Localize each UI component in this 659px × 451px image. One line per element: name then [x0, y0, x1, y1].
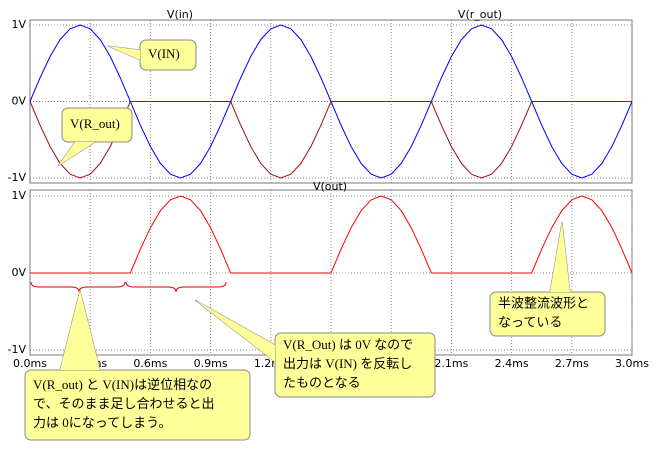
y-tick-label: -1V: [8, 171, 27, 184]
callout-box: [24, 369, 251, 441]
series-title: V(in): [167, 8, 193, 21]
x-tick-label: 0.0ms: [13, 357, 47, 370]
y-tick-label: 1V: [11, 18, 26, 31]
callout-text: 半波整流波形と: [498, 295, 589, 310]
callout-text: で、そのまま足し合わせると出: [33, 396, 214, 411]
callout-text: 力は 0になってしまう。: [33, 415, 171, 430]
callout: V(IN): [107, 39, 197, 71]
x-tick-label: 0.9ms: [194, 357, 228, 370]
braces: [30, 281, 227, 293]
callout-text: 出力は V(IN) を反転し: [283, 356, 412, 371]
callout-joint: [108, 46, 140, 60]
callout-text: V(R_Out) は 0V なので: [283, 337, 413, 352]
callout-text: たものとなる: [283, 375, 361, 390]
callout-text: V(IN): [148, 46, 180, 61]
series-title: V(out): [313, 180, 347, 193]
callout-joint: [58, 142, 95, 166]
callout-joint: [60, 290, 100, 370]
series-line: [29, 101, 632, 179]
callout: V(R_out): [57, 107, 133, 167]
callout-text: V(R_out): [70, 116, 120, 131]
callout-joint: [550, 222, 570, 292]
callout-text: V(R_out) と V(IN)は逆位相なの: [33, 377, 212, 392]
series-line: [30, 195, 633, 274]
callout-text: なっている: [498, 314, 562, 329]
callout-joint: [195, 300, 275, 362]
brace: [125, 281, 227, 293]
callout-box: [61, 107, 133, 143]
x-tick-label: 0.6ms: [133, 357, 167, 370]
y-tick-label: 1V: [11, 189, 26, 202]
brace: [30, 281, 126, 293]
x-tick-label: 2.1ms: [434, 357, 468, 370]
callout-box: [274, 332, 436, 398]
y-tick-label: 0V: [11, 266, 26, 279]
series-title: V(r_out): [458, 8, 502, 21]
x-tick-label: 2.7ms: [555, 357, 589, 370]
y-tick-label: -1V: [8, 343, 27, 356]
x-tick-label: 2.4ms: [495, 357, 529, 370]
y-tick-label: 0V: [11, 95, 26, 108]
x-tick-label: 3.0ms: [615, 357, 649, 370]
callout-box: [489, 291, 606, 337]
